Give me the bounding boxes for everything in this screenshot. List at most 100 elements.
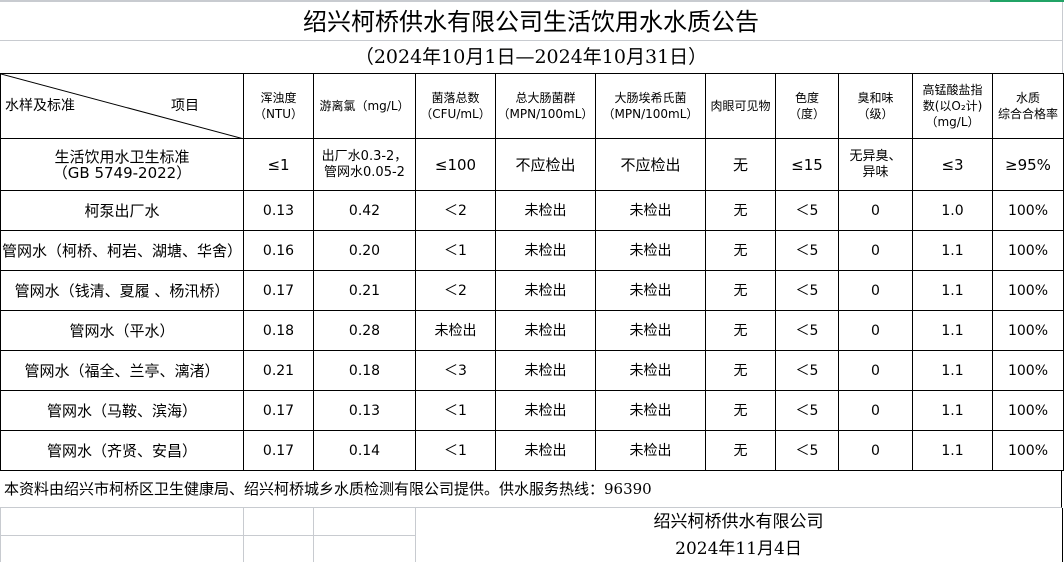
value-cell[interactable]: 0.20 xyxy=(313,230,416,271)
value-cell[interactable]: 未检出 xyxy=(495,270,596,311)
standard-value-cell[interactable]: 无 xyxy=(705,138,776,191)
value-cell[interactable]: ＜5 xyxy=(775,390,839,431)
column-header[interactable]: 色度 （度） xyxy=(775,73,839,139)
standard-value-cell[interactable]: 不应检出 xyxy=(495,138,596,191)
value-cell[interactable]: ＜1 xyxy=(415,390,496,431)
value-cell[interactable]: 0 xyxy=(838,430,913,471)
value-cell[interactable]: 未检出 xyxy=(495,310,596,351)
value-cell[interactable]: ＜5 xyxy=(775,230,839,271)
value-cell[interactable]: 0 xyxy=(838,310,913,351)
value-cell[interactable]: 0 xyxy=(838,350,913,391)
value-cell[interactable]: ＜5 xyxy=(775,350,839,391)
value-cell[interactable]: 无 xyxy=(705,430,776,471)
value-cell[interactable]: ＜5 xyxy=(775,270,839,311)
column-header[interactable]: 总大肠菌群 （MPN/100mL） xyxy=(495,73,596,139)
column-header[interactable]: 游离氯（mg/L） xyxy=(313,73,416,139)
value-cell[interactable]: 1.1 xyxy=(912,350,993,391)
value-cell[interactable]: 未检出 xyxy=(595,190,706,231)
sample-name-cell[interactable]: 管网水（马鞍、滨海） xyxy=(0,390,244,431)
value-cell[interactable]: 未检出 xyxy=(415,310,496,351)
value-cell[interactable]: 1.1 xyxy=(912,390,993,431)
value-cell[interactable]: 1.1 xyxy=(912,430,993,471)
standard-name-cell[interactable]: 生活饮用水卫生标准 （GB 5749-2022） xyxy=(0,138,244,191)
standard-value-cell[interactable]: ≤1 xyxy=(243,138,314,191)
value-cell[interactable]: 0.13 xyxy=(243,190,314,231)
sample-name-cell[interactable]: 管网水（福全、兰亭、漓渚） xyxy=(0,350,244,391)
value-cell[interactable]: 1.1 xyxy=(912,310,993,351)
value-cell[interactable]: 无 xyxy=(705,350,776,391)
column-header[interactable]: 菌落总数 （CFU/mL） xyxy=(415,73,496,139)
value-cell[interactable]: 未检出 xyxy=(495,190,596,231)
standard-value-cell[interactable]: 出厂水0.3-2， 管网水0.05-2 xyxy=(313,138,416,191)
column-header[interactable]: 高锰酸盐指 数(以O₂计) （mg/L） xyxy=(912,73,993,139)
value-cell[interactable]: 未检出 xyxy=(595,390,706,431)
value-cell[interactable]: 无 xyxy=(705,230,776,271)
value-cell[interactable]: 100% xyxy=(992,430,1064,471)
value-cell[interactable]: 无 xyxy=(705,270,776,311)
value-cell[interactable]: ＜5 xyxy=(775,310,839,351)
value-cell[interactable]: 无 xyxy=(705,310,776,351)
column-header[interactable]: 浑浊度 （NTU） xyxy=(243,73,314,139)
value-cell[interactable]: 未检出 xyxy=(595,270,706,311)
value-cell[interactable]: 0.42 xyxy=(313,190,416,231)
cell-text: 游离氯（mg/L） xyxy=(319,99,410,113)
sample-name-cell[interactable]: 管网水（钱清、夏履 、杨汛桥） xyxy=(0,270,244,311)
value-cell[interactable]: 未检出 xyxy=(495,390,596,431)
standard-value-cell[interactable]: 不应检出 xyxy=(595,138,706,191)
value-cell[interactable]: 无 xyxy=(705,190,776,231)
value-cell[interactable]: ＜2 xyxy=(415,190,496,231)
value-cell[interactable]: 1.1 xyxy=(912,230,993,271)
value-cell[interactable]: 0.17 xyxy=(243,430,314,471)
value-cell[interactable]: 0.17 xyxy=(243,390,314,431)
corner-header-cell[interactable]: 水样及标准 项目 xyxy=(0,73,244,139)
value-cell[interactable]: 未检出 xyxy=(595,430,706,471)
sample-name-cell[interactable]: 柯泵出厂水 xyxy=(0,190,244,231)
value-cell[interactable]: ＜3 xyxy=(415,350,496,391)
value-cell[interactable]: 未检出 xyxy=(495,430,596,471)
value-cell[interactable]: 未检出 xyxy=(595,310,706,351)
value-cell[interactable]: 未检出 xyxy=(595,230,706,271)
value-cell[interactable]: 0.18 xyxy=(313,350,416,391)
value-cell[interactable]: 100% xyxy=(992,230,1064,271)
value-cell[interactable]: 1.0 xyxy=(912,190,993,231)
value-cell[interactable]: 0.18 xyxy=(243,310,314,351)
value-cell[interactable]: 100% xyxy=(992,270,1064,311)
value-cell[interactable]: ＜5 xyxy=(775,190,839,231)
value-cell[interactable]: 0.13 xyxy=(313,390,416,431)
sample-name-cell[interactable]: 管网水（齐贤、安昌） xyxy=(0,430,244,471)
value-cell[interactable]: 0 xyxy=(838,230,913,271)
value-cell[interactable]: ＜2 xyxy=(415,270,496,311)
column-header[interactable]: 臭和味 （级） xyxy=(838,73,913,139)
standard-value-cell[interactable]: ≤15 xyxy=(775,138,839,191)
value-cell[interactable]: 0 xyxy=(838,270,913,311)
value-cell[interactable]: 0 xyxy=(838,190,913,231)
value-cell[interactable]: 未检出 xyxy=(495,350,596,391)
value-cell[interactable]: 100% xyxy=(992,190,1064,231)
column-header[interactable]: 大肠埃希氏菌 （MPN/100mL） xyxy=(595,73,706,139)
sample-name-cell[interactable]: 管网水（柯桥、柯岩、湖塘、华舍） xyxy=(0,230,244,271)
value-cell[interactable]: 1.1 xyxy=(912,270,993,311)
standard-value-cell[interactable]: ≤100 xyxy=(415,138,496,191)
standard-value-cell[interactable]: 无异臭、 异味 xyxy=(838,138,913,191)
value-cell[interactable]: 0 xyxy=(838,390,913,431)
value-cell[interactable]: 未检出 xyxy=(595,350,706,391)
value-cell[interactable]: 100% xyxy=(992,310,1064,351)
value-cell[interactable]: 无 xyxy=(705,390,776,431)
value-cell[interactable]: 0.14 xyxy=(313,430,416,471)
value-cell[interactable]: ＜1 xyxy=(415,430,496,471)
standard-value-cell[interactable]: ≤3 xyxy=(912,138,993,191)
standard-value-cell[interactable]: ≥95% xyxy=(992,138,1064,191)
value-cell[interactable]: 未检出 xyxy=(495,230,596,271)
column-header[interactable]: 肉眼可见物 xyxy=(705,73,776,139)
value-cell[interactable]: 0.28 xyxy=(313,310,416,351)
value-cell[interactable]: 0.21 xyxy=(243,350,314,391)
value-cell[interactable]: 100% xyxy=(992,390,1064,431)
value-cell[interactable]: 0.21 xyxy=(313,270,416,311)
value-cell[interactable]: ＜1 xyxy=(415,230,496,271)
value-cell[interactable]: ＜5 xyxy=(775,430,839,471)
value-cell[interactable]: 0.16 xyxy=(243,230,314,271)
value-cell[interactable]: 0.17 xyxy=(243,270,314,311)
sample-name-cell[interactable]: 管网水（平水） xyxy=(0,310,244,351)
value-cell[interactable]: 100% xyxy=(992,350,1064,391)
column-header[interactable]: 水质 综合合格率 xyxy=(992,73,1064,139)
